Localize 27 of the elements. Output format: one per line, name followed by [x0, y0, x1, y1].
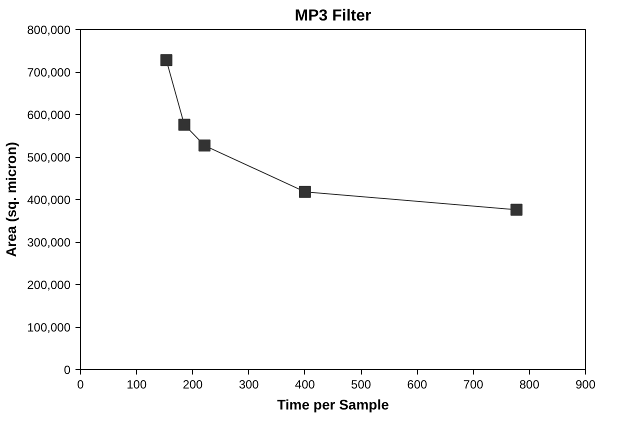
- x-tick-label: 0: [77, 378, 84, 392]
- x-tick-label: 900: [575, 378, 596, 392]
- point: [160, 54, 172, 66]
- chart-title: MP3 Filter: [294, 8, 372, 24]
- x-tick-label: 600: [407, 378, 428, 392]
- x-tick-label: 800: [519, 378, 540, 392]
- x-tick-label: 200: [182, 378, 204, 392]
- x-axis-title: Time per Sample: [277, 396, 390, 412]
- y-tick-label: 800,000: [27, 23, 71, 37]
- point: [298, 186, 311, 198]
- point: [198, 140, 211, 152]
- y-tick-label: 0: [64, 363, 71, 377]
- x-tick-label: 700: [463, 378, 484, 392]
- y-tick-label: 500,000: [27, 150, 71, 164]
- x-tick-label: 100: [126, 378, 147, 392]
- y-tick-label: 300,000: [27, 236, 71, 250]
- point: [178, 118, 190, 131]
- x-tick-label: 300: [238, 378, 260, 392]
- y-tick-label: 600,000: [27, 108, 71, 122]
- y-axis-title: Area (sq. micron): [3, 142, 20, 258]
- y-tick-label: 400,000: [27, 193, 71, 207]
- x-tick-label: 400: [294, 378, 316, 392]
- y-tick-label: 700,000: [27, 66, 71, 80]
- y-tick-label: 200,000: [27, 278, 71, 292]
- point: [510, 204, 522, 216]
- x-tick-label: 500: [351, 378, 372, 392]
- y-tick-label: 100,000: [27, 320, 71, 334]
